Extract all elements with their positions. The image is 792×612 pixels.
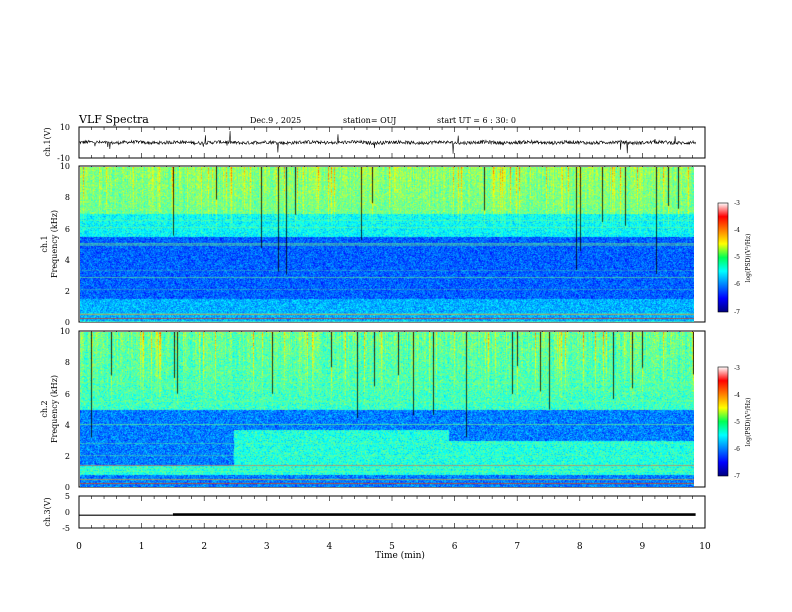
spec2-ytick-2: 2 (65, 452, 70, 461)
cb1-label: log(PSD)(V²/Hz) (745, 234, 752, 283)
cb2-tick-m4: -4 (734, 392, 740, 399)
ch1-ytick-top: 10 (60, 123, 70, 132)
spec2-ytick-0: 0 (65, 483, 70, 492)
spec1-ytick-4: 4 (65, 256, 70, 265)
start-time-label: start UT = 6 : 30: 0 (437, 116, 516, 125)
station-label: station= OUJ (343, 116, 396, 125)
ch1-ylabel: ch.1(V) (43, 127, 52, 156)
ch3-waveform-panel: 5 0 -5 ch.3(V) 0 1 2 3 4 5 6 7 8 9 10 Ti… (43, 492, 711, 561)
ch3-ylabel: ch.3(V) (43, 497, 52, 526)
ch3-ticks (78, 496, 706, 528)
ch2-colorbar-scale (717, 366, 729, 477)
ch1-colorbar: -3 -4 -5 -6 -7 log(PSD)(V²/Hz) (717, 200, 752, 316)
x-axis-label: Time (min) (375, 550, 425, 561)
xtick-5: 5 (389, 542, 395, 552)
spec1-ylabel-frequency: Frequency (kHz) (50, 210, 59, 278)
date-label: Dec.9 , 2025 (250, 116, 301, 125)
ch1-waveform-panel: 10 -10 ch.1(V) (43, 123, 706, 163)
ch1-ytick-bottom: -10 (57, 154, 70, 163)
spec1-ylabel-channel: ch.1 (40, 235, 49, 252)
xtick-8: 8 (577, 542, 583, 552)
cb2-tick-m3: -3 (734, 365, 740, 372)
ch3-ytick-m5: -5 (62, 524, 70, 533)
cb1-tick-m7: -7 (734, 309, 740, 316)
cb2-tick-m6: -6 (734, 446, 740, 453)
spec1-ytick-6: 6 (65, 225, 70, 234)
spec1-ytick-10: 10 (60, 162, 70, 171)
xtick-4: 4 (327, 542, 333, 552)
spec2-ytick-10: 10 (60, 327, 70, 336)
cb2-tick-m7: -7 (734, 473, 740, 480)
xtick-1: 1 (139, 542, 145, 552)
xtick-3: 3 (264, 542, 270, 552)
cb1-tick-m5: -5 (734, 254, 740, 261)
ch3-ytick-0: 0 (65, 508, 70, 517)
xtick-7: 7 (514, 542, 520, 552)
spec1-ytick-8: 8 (65, 193, 70, 202)
spec2-ylabel-frequency: Frequency (kHz) (50, 375, 59, 443)
cb2-label: log(PSD)(V²/Hz) (745, 398, 752, 447)
ch2-spectrogram-image (79, 331, 694, 487)
xtick-10: 10 (699, 542, 711, 552)
ch2-colorbar: -3 -4 -5 -6 -7 log(PSD)(V²/Hz) (717, 365, 752, 480)
cb1-tick-m3: -3 (734, 200, 740, 207)
xtick-2: 2 (201, 542, 207, 552)
spec1-ytick-0: 0 (65, 318, 70, 327)
ch1-ticks (78, 127, 706, 158)
cb2-tick-m5: -5 (734, 419, 740, 426)
ch1-colorbar-scale (717, 202, 729, 313)
xtick-9: 9 (640, 542, 646, 552)
cb1-tick-m4: -4 (734, 227, 740, 234)
ch3-ytick-5: 5 (65, 492, 70, 501)
figure-title: VLF Spectra (78, 113, 149, 126)
ch1-trace (78, 130, 696, 154)
spec2-ytick-8: 8 (65, 358, 70, 367)
cb1-tick-m6: -6 (734, 281, 740, 288)
spec2-ytick-6: 6 (65, 390, 70, 399)
spec2-ylabel-channel: ch.2 (40, 400, 49, 417)
spec2-ytick-4: 4 (65, 421, 70, 430)
xtick-6: 6 (452, 542, 458, 552)
xtick-0: 0 (76, 542, 82, 552)
spec1-ytick-2: 2 (65, 287, 70, 296)
ch1-spectrogram-image (79, 166, 694, 322)
